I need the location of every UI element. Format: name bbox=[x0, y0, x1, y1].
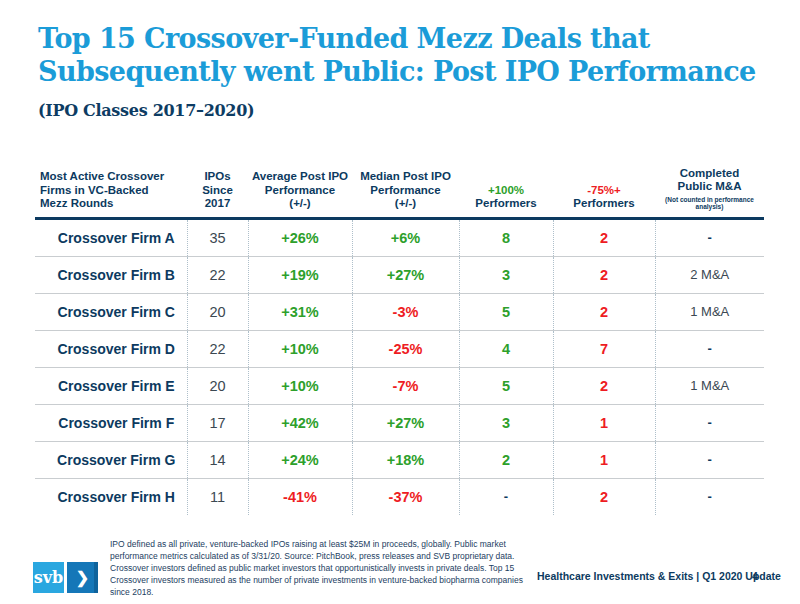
completed-ma-cell: - bbox=[655, 330, 764, 367]
ipos-count-cell: 11 bbox=[187, 478, 248, 515]
firm-name-cell: Crossover Firm H bbox=[35, 478, 187, 515]
column-header-ma-note: (Not counted in performance analysis) bbox=[655, 196, 764, 211]
plus100-performers-cell: - bbox=[459, 478, 553, 515]
ipos-count-cell: 35 bbox=[187, 218, 248, 256]
table-row: Crossover Firm D 22 +10% -25% 4 7 - bbox=[35, 330, 764, 367]
svb-logo: svb ❯ bbox=[33, 562, 98, 593]
firm-name-cell: Crossover Firm A bbox=[35, 218, 187, 256]
median-performance-cell: -3% bbox=[352, 293, 459, 330]
footnote-text: IPO defined as all private, venture-back… bbox=[110, 538, 526, 598]
median-performance-cell: +27% bbox=[352, 404, 459, 441]
avg-performance-cell: +26% bbox=[248, 218, 352, 256]
minus75-performers-cell: 1 bbox=[553, 404, 655, 441]
firm-name-cell: Crossover Firm B bbox=[35, 256, 187, 293]
table-row: Crossover Firm G 14 +24% +18% 2 1 - bbox=[35, 441, 764, 478]
column-header-plus100-performers: +100% Performers bbox=[459, 164, 553, 218]
ipos-count-cell: 20 bbox=[187, 367, 248, 404]
minus75-performers-cell: 2 bbox=[553, 478, 655, 515]
completed-ma-cell: - bbox=[655, 404, 764, 441]
table-row: Crossover Firm F 17 +42% +27% 3 1 - bbox=[35, 404, 764, 441]
table-row: Crossover Firm A 35 +26% +6% 8 2 - bbox=[35, 218, 764, 256]
ipos-count-cell: 20 bbox=[187, 293, 248, 330]
report-title: Healthcare Investments & Exits | Q1 2020… bbox=[537, 570, 781, 582]
page-number: 4 bbox=[752, 570, 758, 582]
median-performance-cell: -25% bbox=[352, 330, 459, 367]
median-performance-cell: -7% bbox=[352, 367, 459, 404]
completed-ma-cell: 1 M&A bbox=[655, 367, 764, 404]
avg-performance-cell: +24% bbox=[248, 441, 352, 478]
minus75-performers-cell: 2 bbox=[553, 293, 655, 330]
avg-performance-cell: +10% bbox=[248, 367, 352, 404]
firm-name-cell: Crossover Firm E bbox=[35, 367, 187, 404]
firm-name-cell: Crossover Firm F bbox=[35, 404, 187, 441]
minus75-performers-cell: 2 bbox=[553, 256, 655, 293]
firm-name-cell: Crossover Firm C bbox=[35, 293, 187, 330]
column-header-ipos-since-2017: IPOs Since 2017 bbox=[187, 164, 248, 218]
plus100-performers-cell: 5 bbox=[459, 367, 553, 404]
column-header-minus75-performers: -75%+ Performers bbox=[553, 164, 655, 218]
chevron-right-icon: ❯ bbox=[67, 562, 98, 593]
page-subtitle: (IPO Classes 2017–2020) bbox=[38, 101, 254, 120]
median-performance-cell: +18% bbox=[352, 441, 459, 478]
title-line-2: Subsequently went Public: Post IPO Perfo… bbox=[38, 56, 756, 87]
minus75-performers-cell: 2 bbox=[553, 218, 655, 256]
table-row: Crossover Firm E 20 +10% -7% 5 2 1 M&A bbox=[35, 367, 764, 404]
minus75-highlight: -75%+ bbox=[553, 184, 655, 198]
plus100-performers-cell: 2 bbox=[459, 441, 553, 478]
plus100-performers-cell: 8 bbox=[459, 218, 553, 256]
completed-ma-cell: - bbox=[655, 478, 764, 515]
ipos-count-cell: 14 bbox=[187, 441, 248, 478]
minus75-performers-cell: 2 bbox=[553, 367, 655, 404]
median-performance-cell: -37% bbox=[352, 478, 459, 515]
ipos-count-cell: 17 bbox=[187, 404, 248, 441]
avg-performance-cell: +19% bbox=[248, 256, 352, 293]
table-header-row: Most Active Crossover Firms in VC-Backed… bbox=[35, 164, 764, 218]
minus75-performers-cell: 7 bbox=[553, 330, 655, 367]
svb-logo-wordmark: svb bbox=[33, 562, 64, 593]
avg-performance-cell: +42% bbox=[248, 404, 352, 441]
avg-performance-cell: +10% bbox=[248, 330, 352, 367]
ipos-count-cell: 22 bbox=[187, 256, 248, 293]
table-row: Crossover Firm B 22 +19% +27% 3 2 2 M&A bbox=[35, 256, 764, 293]
median-performance-cell: +6% bbox=[352, 218, 459, 256]
median-performance-cell: +27% bbox=[352, 256, 459, 293]
table-row: Crossover Firm H 11 -41% -37% - 2 - bbox=[35, 478, 764, 515]
plus100-performers-cell: 3 bbox=[459, 404, 553, 441]
column-header-average-post-ipo: Average Post IPO Performance (+/-) bbox=[248, 164, 352, 218]
column-header-median-post-ipo: Median Post IPO Performance (+/-) bbox=[352, 164, 459, 218]
avg-performance-cell: +31% bbox=[248, 293, 352, 330]
completed-ma-cell: - bbox=[655, 441, 764, 478]
column-header-firms: Most Active Crossover Firms in VC-Backed… bbox=[35, 164, 187, 218]
completed-ma-cell: - bbox=[655, 218, 764, 256]
ipos-count-cell: 22 bbox=[187, 330, 248, 367]
page-title: Top 15 Crossover-Funded Mezz Deals thatS… bbox=[38, 22, 778, 88]
completed-ma-cell: 1 M&A bbox=[655, 293, 764, 330]
firm-name-cell: Crossover Firm D bbox=[35, 330, 187, 367]
firm-name-cell: Crossover Firm G bbox=[35, 441, 187, 478]
plus100-performers-cell: 3 bbox=[459, 256, 553, 293]
plus100-performers-cell: 5 bbox=[459, 293, 553, 330]
completed-ma-cell: 2 M&A bbox=[655, 256, 764, 293]
plus100-performers-cell: 4 bbox=[459, 330, 553, 367]
table-row: Crossover Firm C 20 +31% -3% 5 2 1 M&A bbox=[35, 293, 764, 330]
performance-table: Most Active Crossover Firms in VC-Backed… bbox=[35, 164, 764, 515]
minus75-performers-cell: 1 bbox=[553, 441, 655, 478]
column-header-completed-ma: Completed Public M&A (Not counted in per… bbox=[655, 164, 764, 218]
title-line-1: Top 15 Crossover-Funded Mezz Deals that bbox=[38, 23, 650, 54]
plus100-highlight: +100% bbox=[459, 184, 553, 198]
avg-performance-cell: -41% bbox=[248, 478, 352, 515]
